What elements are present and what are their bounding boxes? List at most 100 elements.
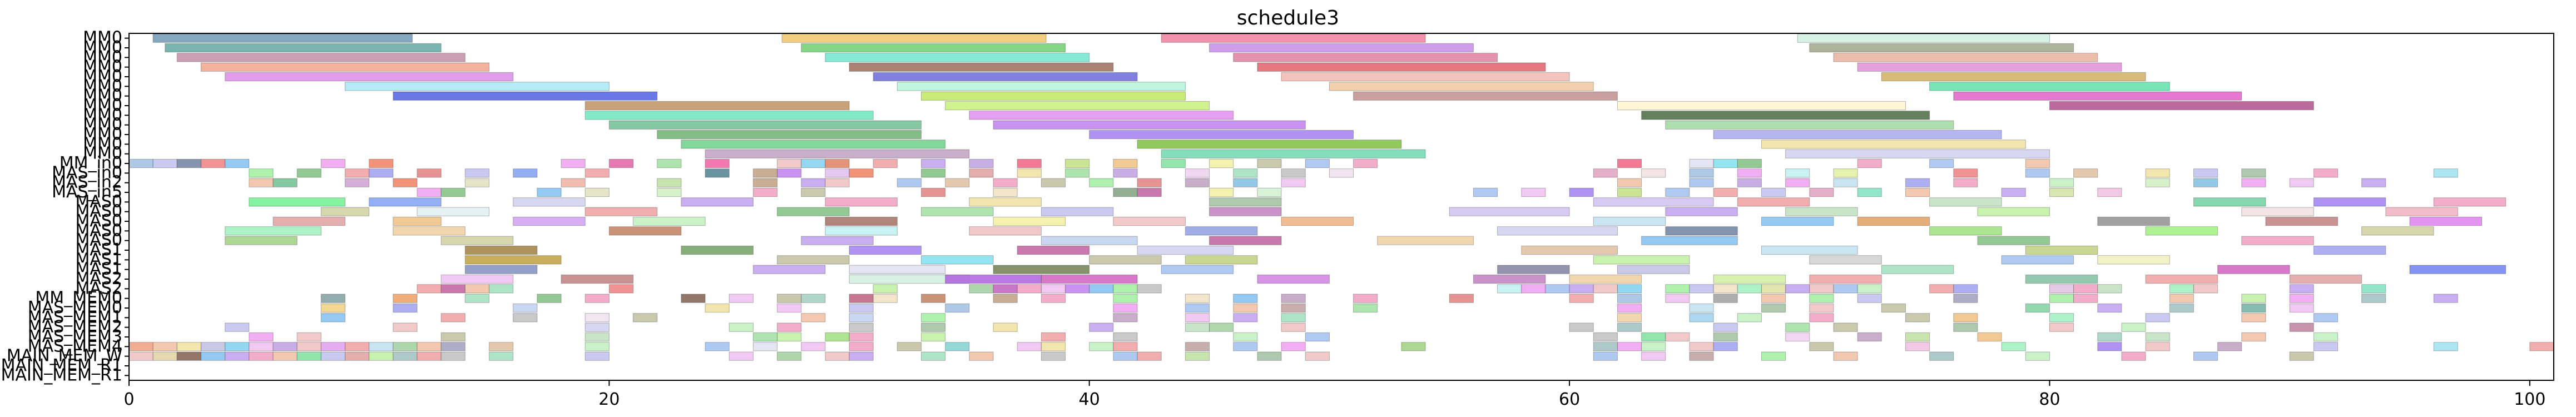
task-bar bbox=[1785, 207, 1858, 216]
task-bar bbox=[1905, 187, 1930, 197]
task-bar bbox=[1641, 168, 1666, 178]
task-bar bbox=[1833, 351, 1858, 361]
task-bar bbox=[945, 342, 970, 351]
task-bar bbox=[681, 294, 706, 303]
task-bar bbox=[752, 178, 778, 187]
task-bar bbox=[1617, 158, 1642, 168]
task-bar bbox=[1089, 322, 1114, 332]
task-bar bbox=[1521, 284, 1546, 294]
task-bar bbox=[945, 274, 1042, 284]
task-bar bbox=[320, 342, 346, 351]
task-bar bbox=[608, 284, 634, 294]
x-tick-label: 20 bbox=[598, 390, 620, 409]
task-bar bbox=[1641, 111, 1930, 120]
task-bar bbox=[2433, 342, 2458, 351]
task-bar bbox=[1785, 168, 1810, 178]
task-bar bbox=[225, 351, 250, 361]
task-bar bbox=[921, 294, 946, 303]
task-bar bbox=[417, 351, 442, 361]
task-bar bbox=[1761, 303, 1786, 313]
task-bar bbox=[993, 187, 1018, 197]
task-bar bbox=[681, 197, 754, 207]
task-bar bbox=[1929, 351, 1954, 361]
task-bar bbox=[1665, 284, 1690, 294]
task-bar bbox=[1977, 236, 2050, 245]
task-bar bbox=[801, 178, 826, 187]
task-bar bbox=[128, 158, 153, 168]
task-bar bbox=[225, 236, 298, 245]
plot-frame bbox=[128, 33, 2554, 381]
task-bar bbox=[873, 294, 898, 303]
task-bar bbox=[681, 245, 754, 255]
task-bar bbox=[1761, 284, 1786, 294]
task-bar bbox=[1785, 284, 1810, 294]
task-bar bbox=[1305, 158, 1330, 168]
task-bar bbox=[1281, 72, 1570, 82]
x-tick-label: 80 bbox=[2039, 390, 2060, 409]
task-bar bbox=[1929, 82, 2170, 91]
task-bar bbox=[777, 303, 802, 313]
task-bar bbox=[369, 197, 442, 207]
task-bar bbox=[1185, 226, 1258, 236]
task-bar bbox=[320, 303, 346, 313]
task-bar bbox=[2073, 294, 2098, 303]
task-bar bbox=[2433, 197, 2506, 207]
y-tick-label: MM0 bbox=[83, 57, 122, 77]
task-bar bbox=[249, 168, 274, 178]
task-bar bbox=[1113, 351, 1138, 361]
task-bar bbox=[1809, 43, 2074, 53]
y-tick-label: MM0 bbox=[83, 144, 122, 163]
task-bar bbox=[2097, 303, 2122, 313]
y-tick-label: MM0 bbox=[83, 86, 122, 106]
task-bar bbox=[176, 351, 202, 361]
task-bar bbox=[1617, 265, 1690, 274]
y-tick-label: MM0 bbox=[83, 115, 122, 135]
task-bar bbox=[1233, 178, 1258, 187]
task-bar bbox=[777, 207, 850, 216]
task-bar bbox=[801, 43, 1066, 53]
task-bar bbox=[2529, 342, 2554, 351]
task-bar bbox=[296, 168, 321, 178]
task-bar bbox=[584, 187, 610, 197]
task-bar bbox=[1689, 303, 1714, 313]
task-bar bbox=[1185, 178, 1210, 187]
task-bar bbox=[1257, 62, 1546, 72]
task-bar bbox=[296, 342, 321, 351]
task-bar bbox=[1713, 274, 1786, 284]
task-bar bbox=[1833, 322, 1858, 332]
task-bar bbox=[777, 255, 850, 265]
y-tick-label: MM_MEM0 bbox=[35, 289, 122, 308]
task-bar bbox=[1665, 226, 1738, 236]
task-bar bbox=[152, 342, 177, 351]
task-bar bbox=[1785, 322, 1810, 332]
task-bar bbox=[2289, 351, 2314, 361]
task-bar bbox=[249, 197, 346, 207]
task-bar bbox=[249, 351, 274, 361]
task-bar bbox=[440, 351, 465, 361]
task-bar bbox=[1353, 158, 1378, 168]
y-tick-label: MAS_in0 bbox=[52, 163, 122, 182]
task-bar bbox=[1689, 284, 1714, 294]
task-bar bbox=[1929, 284, 1954, 294]
task-bar bbox=[201, 158, 226, 168]
task-bar bbox=[777, 294, 802, 303]
task-bar bbox=[1977, 332, 2002, 342]
task-bar bbox=[2313, 342, 2338, 351]
task-bar bbox=[705, 342, 730, 351]
task-bar bbox=[1233, 332, 1258, 342]
task-bar bbox=[993, 120, 1306, 130]
task-bar bbox=[1233, 342, 1258, 351]
task-bar bbox=[1233, 53, 1498, 62]
task-bar bbox=[1161, 33, 1426, 43]
task-bar bbox=[2097, 255, 2170, 265]
task-bar bbox=[584, 111, 874, 120]
task-bar bbox=[513, 216, 586, 226]
task-bar bbox=[489, 284, 514, 294]
task-bar bbox=[825, 332, 850, 342]
task-bar bbox=[1041, 351, 1066, 361]
task-bar bbox=[1281, 294, 1306, 303]
task-bar bbox=[561, 178, 586, 187]
task-bar bbox=[176, 342, 202, 351]
task-bar bbox=[1737, 313, 1762, 322]
task-bar bbox=[1137, 351, 1162, 361]
